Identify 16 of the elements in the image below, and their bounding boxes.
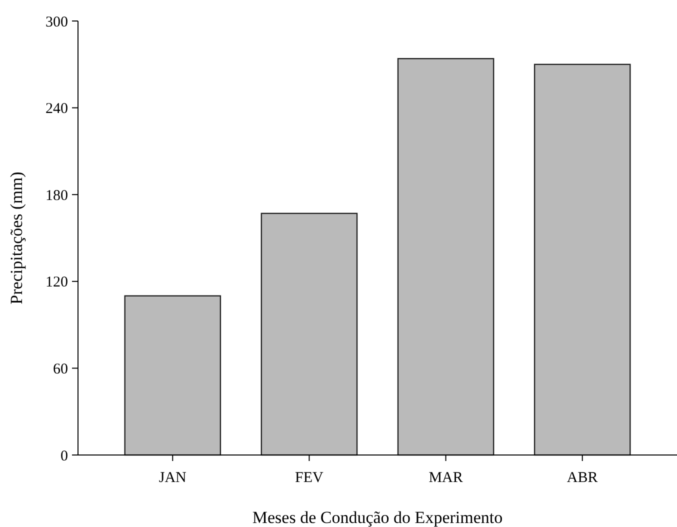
y-tick-label: 0 <box>60 448 68 464</box>
x-tick-label: MAR <box>428 470 463 486</box>
bar <box>534 64 631 456</box>
x-tick-label: ABR <box>566 470 598 486</box>
y-tick-label: 60 <box>53 361 68 378</box>
y-tick-label: 240 <box>46 101 68 118</box>
bar <box>124 295 222 456</box>
bar <box>397 58 494 456</box>
y-tick-label: 180 <box>46 188 68 204</box>
x-axis-title: Meses de Condução do Experimento <box>252 508 503 527</box>
y-tick-label: 120 <box>46 274 68 291</box>
y-tick-label: 300 <box>46 14 68 30</box>
x-tick-label: JAN <box>158 470 187 486</box>
y-axis-title: Precipitações (mm) <box>7 172 26 304</box>
bar <box>260 212 358 456</box>
x-tick-label: FEV <box>295 470 324 486</box>
